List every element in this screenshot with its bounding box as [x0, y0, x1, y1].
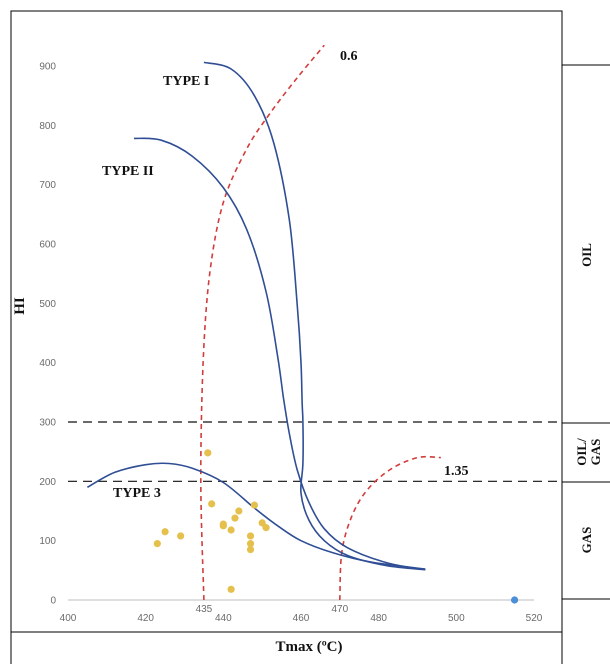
- y-tick-label-700: 700: [39, 180, 56, 191]
- kerogen-curve-1: [133, 137, 426, 571]
- data-point-0-7: [227, 526, 235, 534]
- curve-label-0: TYPE I: [163, 74, 209, 89]
- y-tick-label-600: 600: [39, 240, 56, 251]
- data-point-0-12: [246, 532, 255, 540]
- data-point-0-8: [231, 514, 239, 522]
- zone-label-1: OIL/GAS: [574, 438, 603, 466]
- x-axis-title: Tmax (ºC): [275, 639, 342, 655]
- maturity-label-0: 0.6: [340, 49, 358, 64]
- y-tick-label-400: 400: [39, 358, 56, 369]
- data-point-0-1: [153, 540, 161, 548]
- maturity-label-1: 1.35: [444, 464, 469, 479]
- x-tick-label-470: 470: [331, 604, 348, 615]
- data-point-0-14: [258, 519, 266, 527]
- data-point-0-15: [262, 524, 270, 532]
- data-point-0-0: [204, 449, 212, 457]
- data-point-1-0: [510, 596, 519, 604]
- zone-label-1-line-0: OIL/: [574, 438, 589, 466]
- threshold-lines: [68, 421, 562, 482]
- maturity-line-0: [199, 44, 325, 601]
- data-point-0-4: [208, 500, 216, 508]
- data-point-0-10: [246, 540, 255, 548]
- zone-label-1-line-1: GAS: [588, 439, 603, 466]
- x-tick-label-460: 460: [293, 613, 310, 624]
- plot-frame: [10, 10, 563, 633]
- y-tick-label-300: 300: [39, 418, 56, 429]
- data-point-0-3: [177, 532, 185, 540]
- kerogen-curve-0: [203, 61, 426, 571]
- data-point-0-16: [227, 585, 235, 593]
- y-tick-label-200: 200: [39, 477, 56, 488]
- curve-label-2: TYPE 3: [113, 486, 161, 501]
- zone-label-2: GAS: [579, 527, 594, 554]
- y-tick-label-900: 900: [39, 62, 56, 73]
- zone-label-0: OIL: [579, 243, 594, 267]
- data-point-0-2: [161, 528, 169, 536]
- x-tick-label-480: 480: [370, 613, 387, 624]
- data-point-0-13: [250, 501, 258, 509]
- y-tick-label-800: 800: [39, 121, 56, 132]
- x-tick-label-435: 435: [196, 604, 213, 615]
- y-tick-label-100: 100: [39, 536, 56, 547]
- data-point-0-9: [235, 507, 243, 515]
- data-points: [153, 449, 519, 604]
- kerogen-curve-2: [87, 462, 426, 570]
- x-tick-label-400: 400: [60, 613, 77, 624]
- x-tick-label-420: 420: [137, 613, 154, 624]
- maturity-line-1: [339, 455, 441, 601]
- y-axis-title: HI: [12, 297, 28, 315]
- curve-labels: TYPE I TYPE II TYPE 3 0.6 1.35: [102, 49, 469, 501]
- curve-label-1: TYPE II: [102, 164, 154, 179]
- x-tick-label-520: 520: [526, 613, 543, 624]
- x-tick-label-500: 500: [448, 613, 465, 624]
- kerogen-curves: [87, 61, 426, 571]
- x-tick-label-440: 440: [215, 613, 232, 624]
- data-point-0-6: [219, 520, 227, 528]
- y-tick-label-500: 500: [39, 299, 56, 310]
- axis-ticks: 0 100 200 300 400 500 600 700 800 900 400 420 440 460…: [39, 62, 542, 625]
- data-point-0-11: [246, 545, 255, 554]
- y-tick-label-0: 0: [50, 596, 56, 607]
